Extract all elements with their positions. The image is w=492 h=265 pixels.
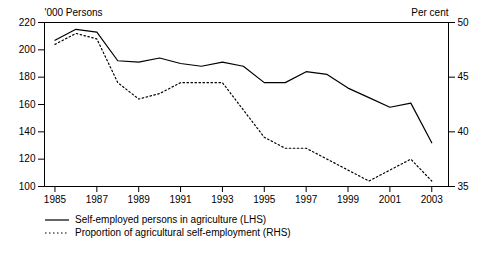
svg-text:1995: 1995 — [253, 194, 276, 205]
svg-text:Per cent: Per cent — [411, 7, 448, 18]
html-text:Proportion of agricultural sel: Proportion of agricultural self-employme… — [75, 227, 291, 238]
svg-text:35: 35 — [458, 181, 470, 192]
svg-text:180: 180 — [19, 71, 36, 82]
svg-text:1989: 1989 — [128, 194, 151, 205]
svg-text:200: 200 — [19, 44, 36, 55]
svg-text:1993: 1993 — [211, 194, 234, 205]
html-text:Self-employed persons in agric: Self-employed persons in agriculture (LH… — [75, 214, 267, 225]
svg-text:1991: 1991 — [169, 194, 192, 205]
svg-text:100: 100 — [19, 181, 36, 192]
svg-text:1999: 1999 — [337, 194, 360, 205]
svg-text:40: 40 — [458, 126, 470, 137]
svg-text:'000 Persons: '000 Persons — [45, 7, 103, 18]
svg-text:45: 45 — [458, 71, 470, 82]
svg-text:1997: 1997 — [295, 194, 318, 205]
svg-text:1987: 1987 — [86, 194, 109, 205]
svg-text:160: 160 — [19, 99, 36, 110]
svg-text:220: 220 — [19, 17, 36, 28]
svg-text:2001: 2001 — [379, 194, 402, 205]
svg-text:140: 140 — [19, 126, 36, 137]
svg-text:50: 50 — [458, 17, 470, 28]
svg-text:2003: 2003 — [421, 194, 444, 205]
svg-text:1985: 1985 — [44, 194, 67, 205]
svg-text:120: 120 — [19, 153, 36, 164]
